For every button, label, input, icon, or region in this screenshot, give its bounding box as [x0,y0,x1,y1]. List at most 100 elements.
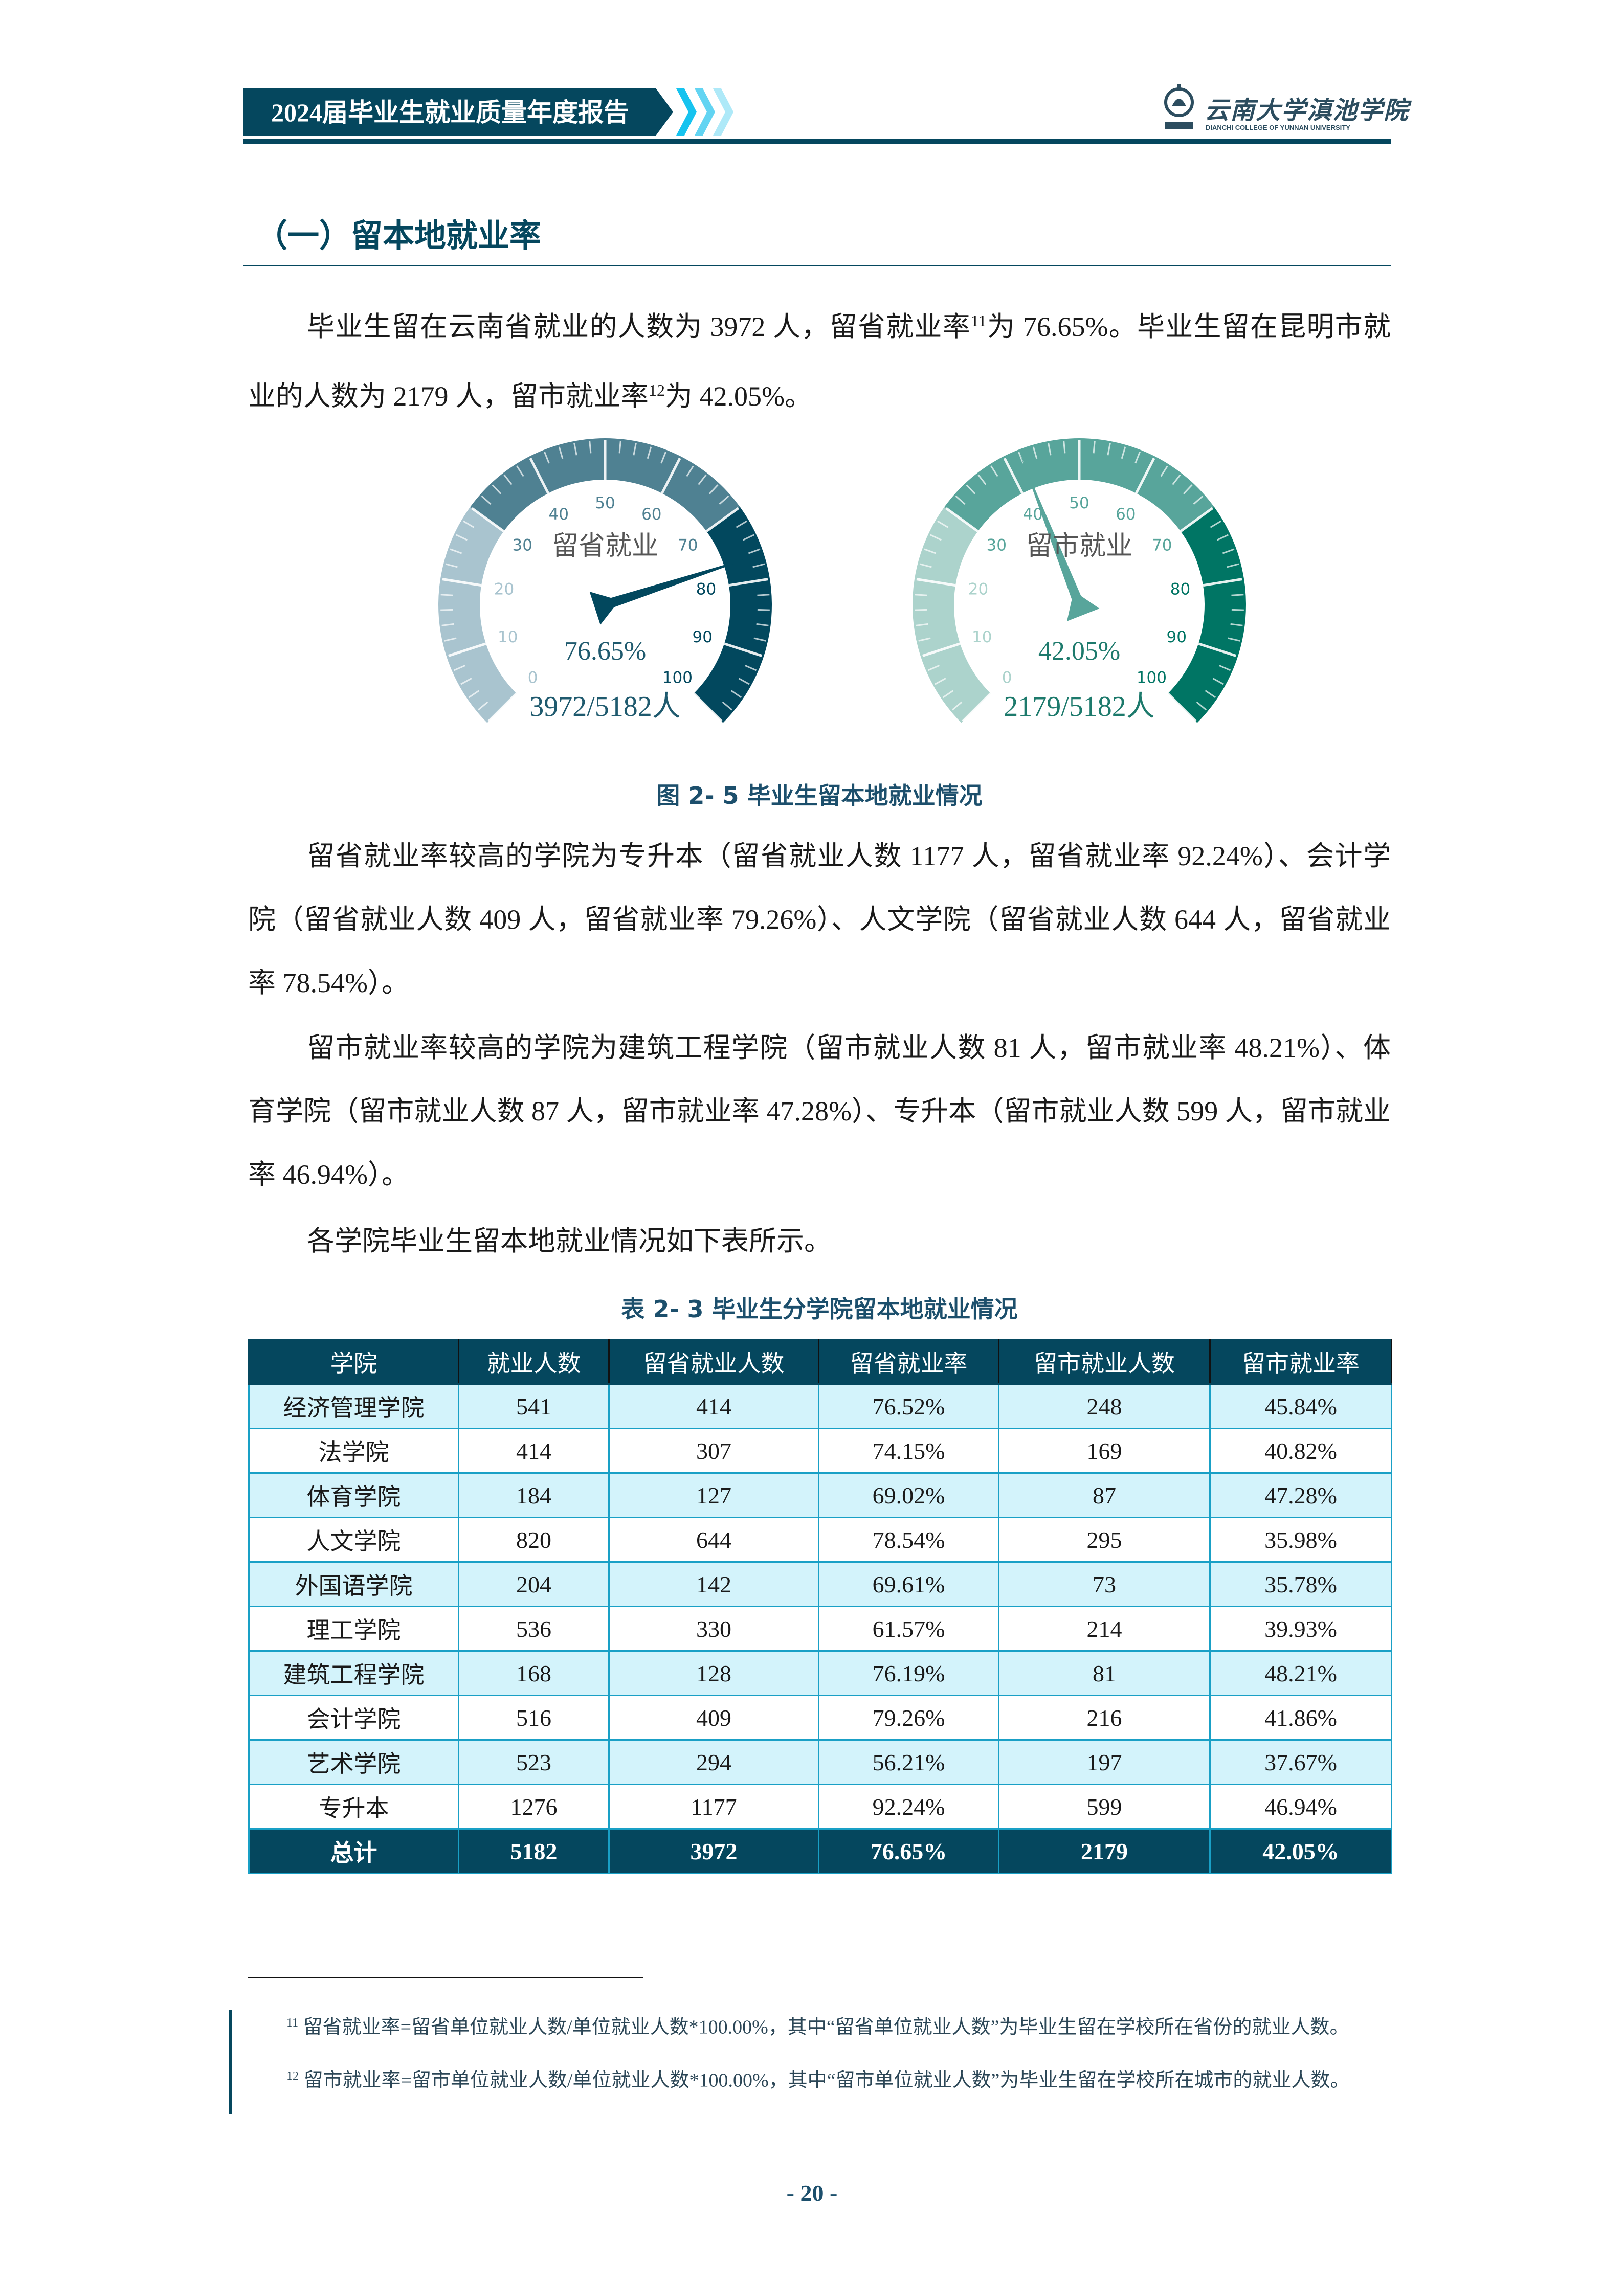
paragraph-city: 留市就业率较高的学院为建筑工程学院（留市就业人数 81 人，留市就业率 48.2… [248,1032,1391,1190]
gauge-minor-tick [503,474,513,485]
gauge-tick-label: 30 [512,536,532,554]
gauge-minor-tick [730,690,742,699]
table-cell: 74.15% [818,1428,999,1474]
column-header: 留省就业率 [818,1339,999,1385]
table-row: 建筑工程学院 168 128 76.19% 81 48.21% [248,1650,1392,1696]
column-header: 留省就业人数 [608,1339,819,1385]
gauge-tick-label: 10 [498,628,518,646]
gauge-minor-tick [744,664,757,671]
footnote-text: 留省就业率=留省单位就业人数/单位就业人数*100.00%，其中“留省单位就业人… [303,2016,1349,2038]
gauge-minor-tick [441,623,454,626]
gauge-minor-tick [1160,465,1168,477]
report-title: 2024届毕业生就业质量年度报告 [271,98,629,127]
gauge-major-tick [529,457,549,494]
gauge-minor-tick [589,441,592,454]
gauge-tick-label: 100 [662,668,693,687]
gauge-minor-tick [468,690,480,699]
table-cell: 46.94% [1209,1784,1392,1830]
gauge-minor-tick [647,446,652,459]
gauge-minor-tick [1063,441,1066,454]
table-cell: 56.21% [818,1739,999,1785]
table-cell: 总计 [248,1828,459,1874]
table-cell: 45.84% [1209,1383,1392,1429]
gauge-minor-tick [1231,594,1244,596]
text: 为 76.65%。毕业生留在昆明市就业的人数为 2179 人，留市就业率 [248,311,1391,412]
gauge-tick-label: 20 [494,580,514,599]
gauge-minor-tick [445,563,458,568]
gauge-tick-label: 60 [641,505,661,524]
table-cell: 建筑工程学院 [248,1650,459,1696]
gauge-minor-tick [756,623,769,626]
table-row: 会计学院 516 409 79.26% 216 41.86% [248,1695,1392,1741]
gauge-minor-tick [955,495,966,505]
gauge-minor-tick [450,548,462,554]
table-cell: 76.65% [818,1828,999,1874]
gauge-minor-tick [927,664,940,671]
gauge-tick-label: 20 [968,580,988,599]
gauge-major-tick [1135,457,1155,494]
page-number: - 20 - [786,2180,838,2206]
gauge-value-label: 76.65% [564,637,646,666]
gauge-tick-label: 30 [986,536,1006,554]
gauge-tick-label: 60 [1116,505,1136,524]
gauge-minor-tick [708,484,719,494]
table-cell: 197 [998,1739,1211,1785]
table-cell: 35.98% [1209,1517,1392,1563]
table-cell: 人文学院 [248,1517,459,1563]
gauge-minor-tick [1018,452,1024,464]
table-cell: 42.05% [1209,1828,1392,1874]
table-cell: 127 [608,1472,819,1518]
table-cell: 经济管理学院 [248,1383,459,1429]
gauge-tick-label: 90 [1166,628,1186,646]
gauge-major-tick [471,507,505,533]
gauge-band [694,507,772,723]
table-cell: 外国语学院 [248,1561,459,1607]
gauge-minor-tick [1227,563,1239,568]
gauge-band [1168,507,1246,723]
gauge-minor-tick [444,637,457,642]
gauge-tick-label: 100 [1137,668,1167,687]
table-cell: 40.82% [1209,1428,1392,1474]
gauge-minor-tick [660,452,666,464]
gauge-major-tick [1167,692,1197,723]
table-cell: 330 [608,1606,819,1652]
gauge-tick-label: 50 [595,494,615,512]
gauge-minor-tick [966,484,976,494]
gauge-count-label: 3972/5182人 [529,691,681,723]
gauge-minor-tick [1196,701,1207,711]
gauge-major-tick [1180,507,1213,533]
table-cell: 41.86% [1209,1695,1392,1741]
footnote-number: 12 [286,2069,299,2083]
table-cell: 409 [608,1695,819,1741]
gauge-minor-tick [736,520,747,528]
table-cell: 820 [458,1517,610,1563]
table-cell: 168 [458,1650,610,1696]
gauge-minor-tick [544,452,550,464]
column-header: 留市就业率 [1209,1339,1392,1385]
gauge-tick-label: 70 [1152,536,1172,554]
gauge-major-tick [724,642,763,657]
gauge-minor-tick [618,441,621,454]
paragraph-table-intro: 各学院毕业生留本地就业情况如下表所示。 [307,1226,832,1256]
gauge-tick-label: 80 [1170,580,1190,599]
footnote-ref[interactable]: 11 [970,311,987,330]
logo-text: 云南大学滇池学院 [1205,97,1410,124]
gauge-major-tick [728,578,768,587]
table-cell: 87 [998,1472,1211,1518]
paragraph-intro: 毕业生留在云南省就业的人数为 3972 人，留省就业率11为 76.65%。毕业… [248,289,1391,428]
gauge-major-tick [693,692,723,723]
gauge-major-tick [1203,578,1242,587]
gauge-minor-tick [722,701,733,711]
gauge-minor-tick [1230,623,1243,626]
table-cell: 69.61% [818,1561,999,1607]
table-cell: 73 [998,1561,1211,1607]
gauge-major-tick [1003,457,1024,494]
footnote-ref[interactable]: 12 [649,381,665,399]
table-cell: 37.67% [1209,1739,1392,1785]
gauge-tick-label: 0 [528,668,538,687]
table-cell: 536 [458,1606,610,1652]
table-cell: 艺术学院 [248,1739,459,1785]
table-cell: 体育学院 [248,1472,459,1518]
table-cell: 414 [608,1383,819,1429]
table-header-row: 学院 就业人数 留省就业人数 留省就业率 留市就业人数 留市就业率 [248,1339,1392,1385]
